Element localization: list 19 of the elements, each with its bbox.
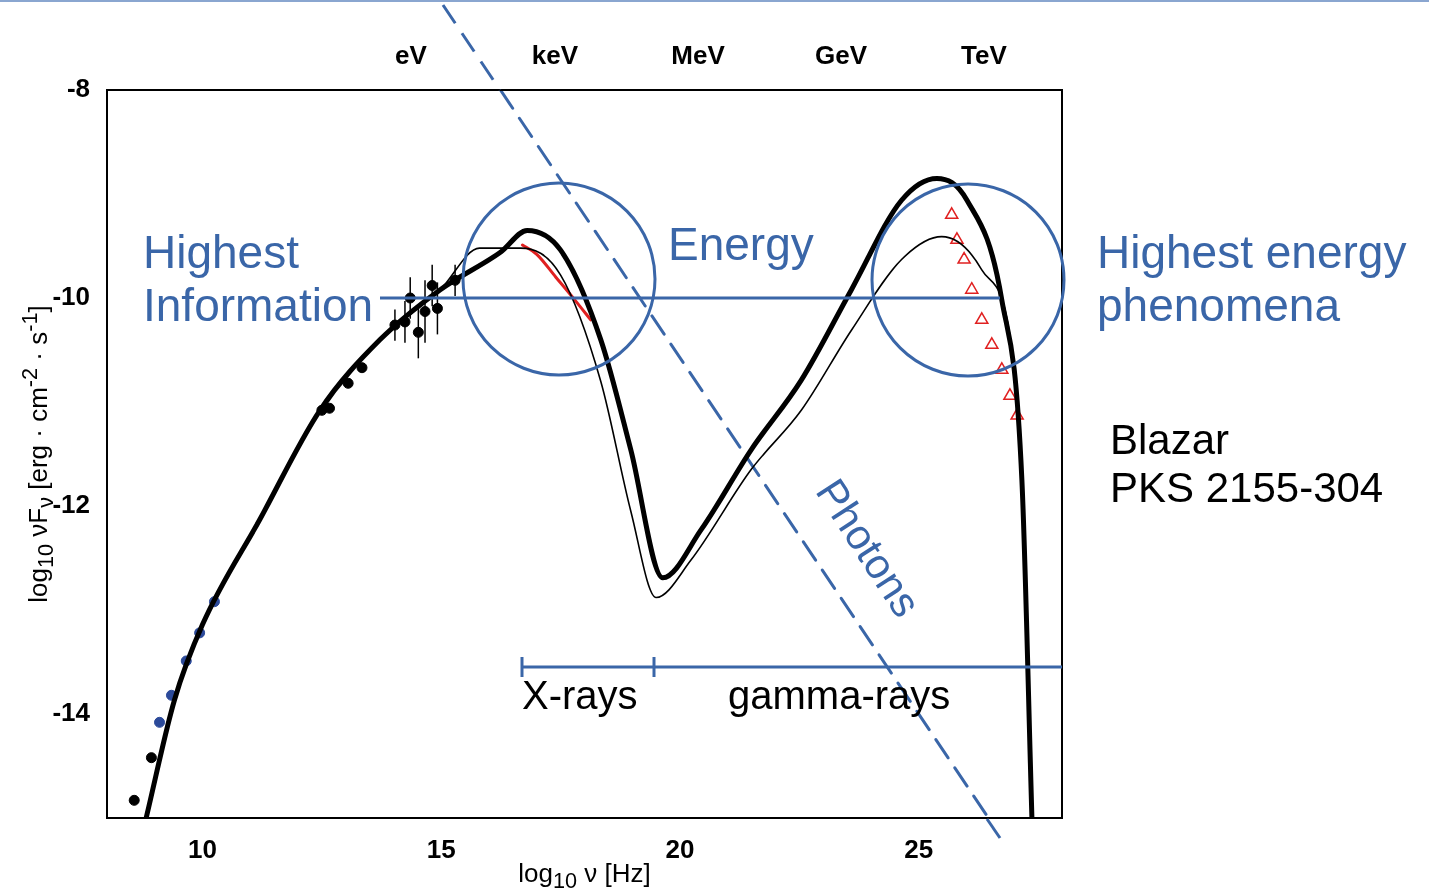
y-tick-label: -10: [52, 281, 90, 312]
text: eV: [395, 40, 427, 71]
annotation: Highest Information: [143, 226, 374, 332]
x-tick-label: 10: [188, 833, 217, 864]
x-axis-title: log$_{10}$ ν [Hz]: [518, 858, 651, 892]
x-tick-label: 25: [904, 833, 934, 864]
text: TeV: [961, 40, 1007, 71]
text: Blazar PKS 2155-304: [1110, 416, 1384, 513]
x-tick-label: 20: [665, 833, 695, 864]
y-tick-label: -8: [66, 73, 90, 104]
text: Highest energy phenomena: [1097, 226, 1407, 332]
y-tick-label: -14: [52, 697, 91, 728]
annotation: gamma-rays: [728, 672, 951, 718]
annotation: X-rays: [522, 672, 638, 718]
text: GeV: [814, 40, 868, 71]
text: MeV: [671, 40, 725, 71]
x-tick-label: 15: [426, 833, 456, 864]
text: keV: [531, 40, 579, 71]
annotation: Energy: [668, 218, 814, 271]
